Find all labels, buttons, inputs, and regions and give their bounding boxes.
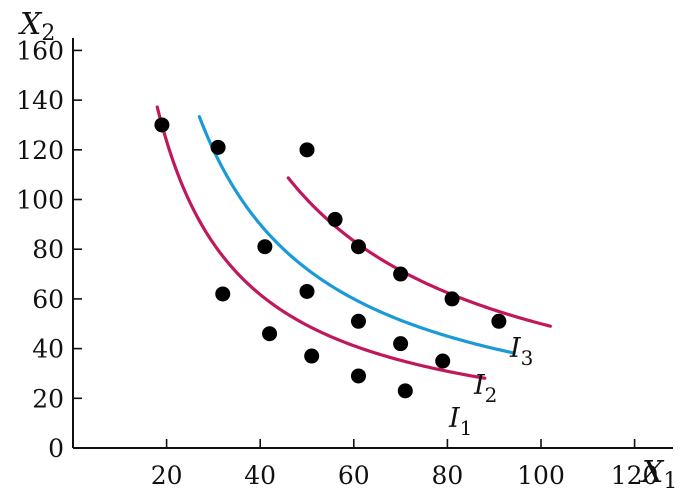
- data-point-i2: [393, 336, 409, 352]
- data-point-i2: [257, 239, 273, 255]
- series-label-i2: I2: [473, 370, 497, 407]
- y-tick-label: 100: [16, 186, 64, 215]
- data-point-i1: [215, 286, 231, 302]
- data-point-i3: [491, 313, 507, 329]
- data-point-i3: [393, 266, 409, 282]
- series-label-i3: I3: [509, 333, 533, 370]
- data-point-i3: [350, 239, 366, 255]
- x-axis-label: X1: [640, 455, 677, 494]
- y-tick-label: 80: [32, 235, 64, 264]
- y-tick-label: 0: [48, 434, 64, 463]
- data-point-i2: [435, 353, 451, 369]
- y-tick-label: 40: [32, 335, 64, 364]
- axes: [72, 38, 673, 449]
- y-tick-label: 120: [16, 136, 64, 165]
- data-point-i1: [304, 348, 320, 364]
- data-point-i1: [350, 368, 366, 384]
- y-tick-label: 140: [16, 86, 64, 115]
- x-tick-label: 80: [431, 461, 463, 490]
- series-line-i2: [197, 115, 515, 355]
- y-ticks: 0 20 40 60 80 100 120 140 160: [16, 36, 82, 463]
- data-point-i3: [327, 211, 343, 227]
- data-point-i3: [444, 291, 460, 307]
- series-points: [154, 117, 507, 399]
- data-point-i1: [397, 383, 413, 399]
- data-point-i1: [154, 117, 170, 133]
- y-tick-label: 20: [32, 384, 64, 413]
- data-point-i2: [299, 283, 315, 299]
- y-tick-label: 160: [16, 36, 64, 65]
- series-line-i3: [286, 176, 552, 328]
- series-label-i1: I1: [448, 403, 472, 440]
- data-point-i3: [299, 142, 315, 158]
- x-ticks: 20 40 60 80 100 120: [151, 439, 659, 490]
- y-axis-label: X2: [18, 7, 55, 46]
- y-tick-label: 60: [32, 285, 64, 314]
- series-line-i1: [155, 105, 487, 380]
- x-tick-label: 60: [338, 461, 370, 490]
- x-tick-label: 100: [517, 461, 565, 490]
- x-tick-label: 20: [151, 461, 183, 490]
- data-point-i2: [350, 313, 366, 329]
- data-point-i1: [262, 326, 278, 342]
- x-tick-label: 120: [611, 461, 659, 490]
- x-tick-label: 40: [244, 461, 276, 490]
- data-point-i2: [210, 139, 226, 155]
